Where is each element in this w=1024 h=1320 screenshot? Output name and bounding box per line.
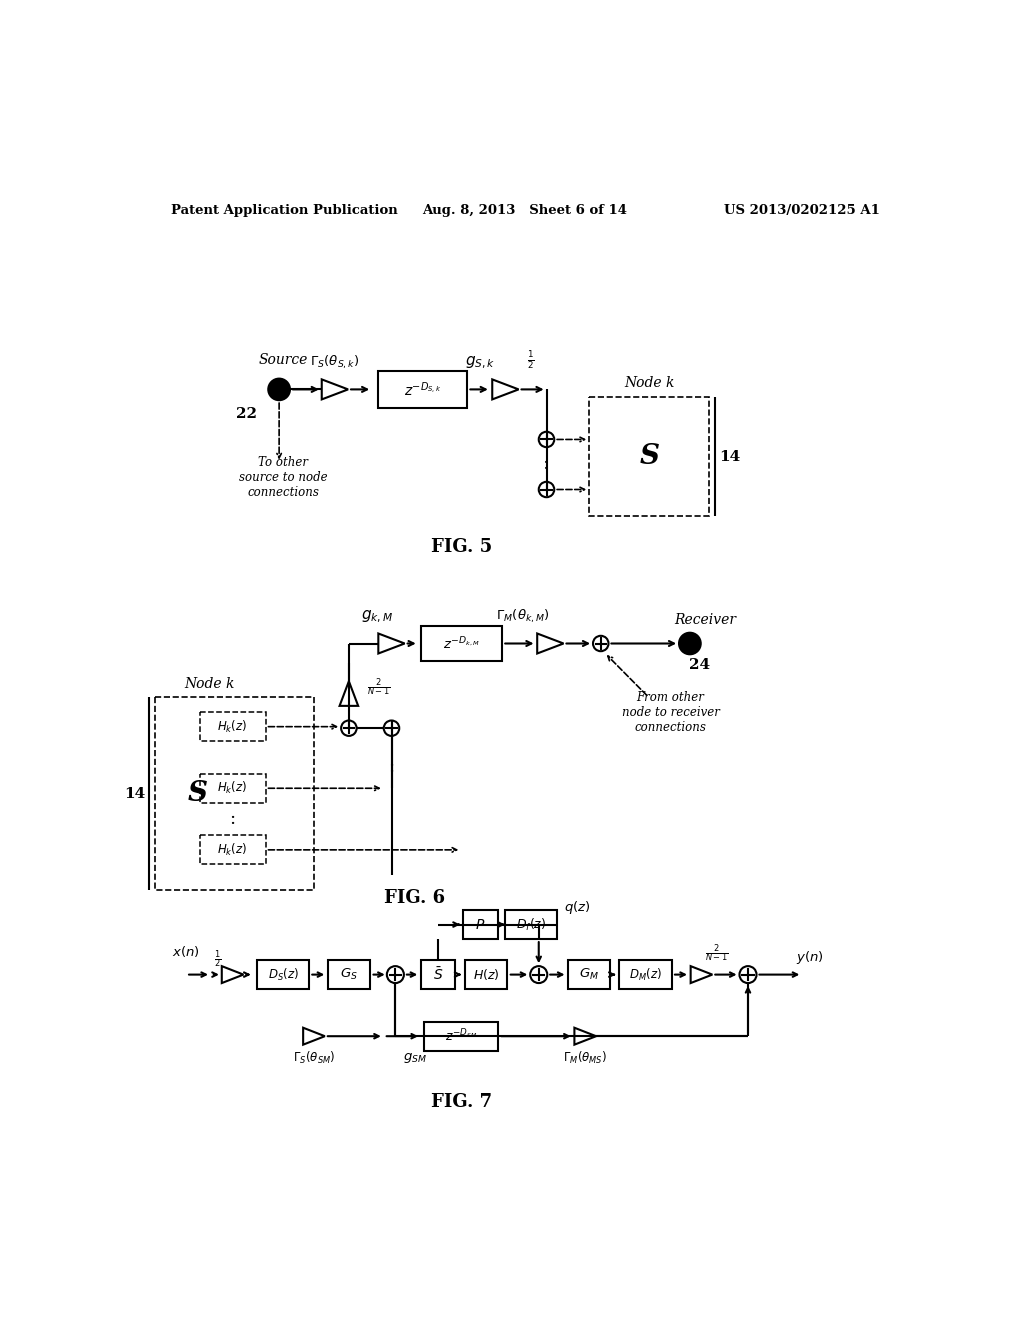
Text: $z^{-D_{S,k}}$: $z^{-D_{S,k}}$ — [403, 380, 441, 399]
Bar — [200, 711, 265, 742]
Text: $g_{SM}$: $g_{SM}$ — [402, 1051, 427, 1065]
Text: :: : — [229, 810, 236, 828]
Text: $G_M$: $G_M$ — [580, 968, 599, 982]
Text: $H_k(z)$: $H_k(z)$ — [217, 780, 248, 796]
Bar — [589, 397, 710, 516]
Polygon shape — [340, 681, 358, 706]
Bar — [505, 909, 557, 940]
Circle shape — [341, 721, 356, 737]
Text: :: : — [544, 455, 550, 474]
Text: FIG. 6: FIG. 6 — [384, 888, 445, 907]
Text: $\frac{2}{N-1}$: $\frac{2}{N-1}$ — [367, 677, 390, 698]
Bar — [200, 774, 265, 803]
Text: $\Gamma_M(\theta_{k,M})$: $\Gamma_M(\theta_{k,M})$ — [497, 607, 550, 626]
Circle shape — [384, 721, 399, 737]
Polygon shape — [222, 966, 244, 983]
Bar — [620, 960, 672, 989]
Polygon shape — [493, 379, 518, 400]
Text: From other
node to receiver
connections: From other node to receiver connections — [622, 692, 720, 734]
Bar — [328, 960, 371, 989]
Bar — [378, 371, 467, 408]
Text: 22: 22 — [237, 407, 257, 421]
Bar — [200, 836, 265, 865]
Text: $\frac{1}{2}$: $\frac{1}{2}$ — [214, 948, 221, 970]
Circle shape — [679, 632, 700, 655]
Polygon shape — [378, 634, 404, 653]
Bar — [257, 960, 309, 989]
Polygon shape — [303, 1028, 325, 1044]
Text: 14: 14 — [719, 450, 740, 463]
Text: Aug. 8, 2013   Sheet 6 of 14: Aug. 8, 2013 Sheet 6 of 14 — [422, 205, 628, 218]
Text: $P$: $P$ — [475, 917, 485, 932]
Text: $\frac{1}{2}$: $\frac{1}{2}$ — [527, 350, 535, 371]
Text: $H_k(z)$: $H_k(z)$ — [217, 842, 248, 858]
Text: Node k: Node k — [624, 376, 675, 391]
Bar — [568, 960, 610, 989]
Text: $G_S$: $G_S$ — [340, 968, 357, 982]
Text: Node k: Node k — [184, 677, 234, 690]
Text: S: S — [187, 780, 208, 807]
Text: Source: Source — [258, 354, 307, 367]
Text: $\bar{S}$: $\bar{S}$ — [433, 966, 443, 983]
Polygon shape — [574, 1028, 596, 1044]
Circle shape — [593, 636, 608, 651]
Circle shape — [268, 379, 290, 400]
Text: $\Gamma_S(\theta_{S,k})$: $\Gamma_S(\theta_{S,k})$ — [310, 354, 359, 371]
Bar — [155, 697, 314, 890]
Bar — [421, 626, 502, 661]
Text: FIG. 7: FIG. 7 — [431, 1093, 492, 1110]
Text: S: S — [639, 444, 659, 470]
Circle shape — [539, 482, 554, 498]
Text: $x(n)$: $x(n)$ — [172, 944, 200, 960]
Text: $D_f(z)$: $D_f(z)$ — [516, 916, 546, 933]
Text: US 2013/0202125 A1: US 2013/0202125 A1 — [724, 205, 880, 218]
Polygon shape — [538, 634, 563, 653]
Bar — [463, 909, 498, 940]
Text: $H_k(z)$: $H_k(z)$ — [217, 718, 248, 735]
Circle shape — [739, 966, 757, 983]
Polygon shape — [322, 379, 348, 400]
Text: $D_S(z)$: $D_S(z)$ — [267, 966, 298, 982]
Text: $\frac{2}{N-1}$: $\frac{2}{N-1}$ — [706, 942, 729, 964]
Text: $y(n)$: $y(n)$ — [796, 949, 824, 966]
Text: $q(z)$: $q(z)$ — [564, 899, 591, 916]
Text: $g_{S,k}$: $g_{S,k}$ — [466, 354, 496, 371]
Text: :: : — [388, 758, 394, 776]
Text: $z^{-D_{k,M}}$: $z^{-D_{k,M}}$ — [442, 635, 480, 652]
Polygon shape — [690, 966, 713, 983]
Text: $g_{k,M}$: $g_{k,M}$ — [361, 609, 393, 624]
Text: 14: 14 — [124, 787, 145, 801]
Text: $z^{-D_{SM}}$: $z^{-D_{SM}}$ — [445, 1028, 477, 1044]
Text: $\Gamma_M(\theta_{MS})$: $\Gamma_M(\theta_{MS})$ — [563, 1049, 607, 1065]
Text: $\Gamma_S(\theta_{SM})$: $\Gamma_S(\theta_{SM})$ — [293, 1049, 335, 1065]
Text: $D_M(z)$: $D_M(z)$ — [630, 966, 663, 982]
Circle shape — [530, 966, 547, 983]
Text: Patent Application Publication: Patent Application Publication — [171, 205, 397, 218]
Text: Receiver: Receiver — [675, 614, 736, 627]
Text: 24: 24 — [688, 659, 710, 672]
Circle shape — [387, 966, 403, 983]
Text: $H(z)$: $H(z)$ — [473, 968, 500, 982]
Circle shape — [539, 432, 554, 447]
Bar — [465, 960, 507, 989]
Text: To other
source to node
connections: To other source to node connections — [239, 457, 328, 499]
Text: FIG. 5: FIG. 5 — [431, 539, 492, 556]
Bar — [421, 960, 456, 989]
Bar — [424, 1022, 498, 1051]
